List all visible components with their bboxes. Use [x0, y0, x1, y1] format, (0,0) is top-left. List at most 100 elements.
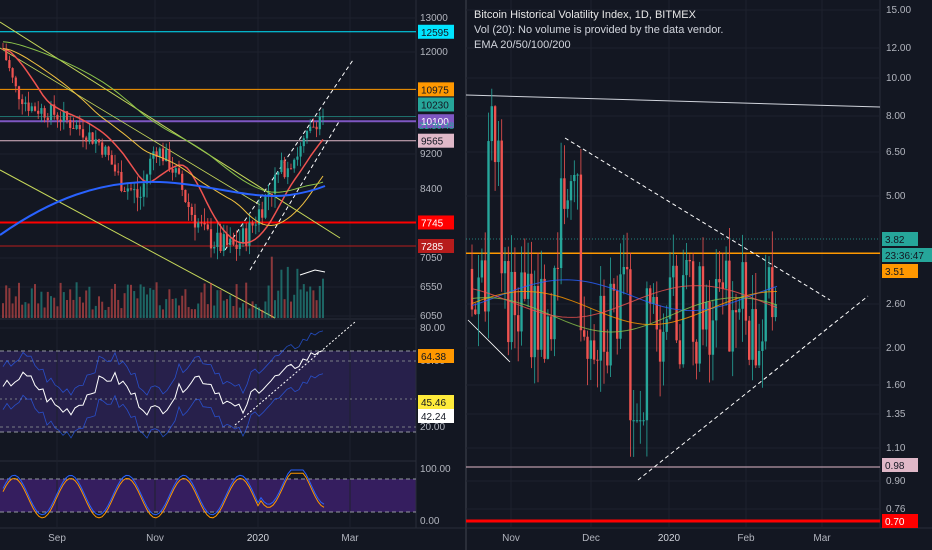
left-candle-body: [158, 148, 161, 157]
right-candle-body: [701, 266, 705, 330]
left-candle-body: [248, 222, 251, 246]
left-volume-bar: [261, 309, 264, 318]
left-volume-bar: [312, 290, 315, 318]
left-volume-bar: [18, 282, 20, 318]
left-volume-bar: [162, 309, 164, 318]
right-y-tick-1.35: 1.35: [886, 409, 906, 420]
rsi-label-42.24-bg: [418, 409, 454, 423]
right-candle-body: [662, 331, 665, 362]
left-price-label-7285-bg: [418, 238, 454, 253]
right-descending-line: [465, 94, 881, 108]
left-candle-body: [209, 229, 213, 249]
rsi-bb-upper: [2, 330, 324, 396]
right-candle-body: [503, 261, 507, 274]
left-volume-bar: [62, 292, 65, 318]
left-candle-body: [251, 222, 254, 226]
right-y-tick-0.76: 0.76: [886, 504, 906, 515]
left-volume-bar: [146, 294, 148, 318]
right-candle-body: [741, 262, 744, 309]
right-candle-body: [616, 290, 619, 339]
rsi-tick-80.00: 80.00: [420, 323, 445, 334]
left-candle-body: [113, 164, 117, 172]
left-candle-body: [216, 232, 219, 247]
left-candle-body: [62, 111, 65, 122]
left-volume-bar: [264, 301, 267, 318]
left-volume-bar: [322, 278, 324, 318]
left-price-label-10100: 10100: [421, 117, 449, 128]
right-y-tick-5.00: 5.00: [886, 191, 906, 202]
left-candle-body: [293, 159, 296, 169]
right-x-tick-2020: 2020: [658, 533, 681, 544]
left-candle-body: [14, 77, 17, 87]
left-price-label-7745: 7745: [421, 218, 444, 229]
left-candle-body: [91, 132, 94, 144]
left-volume-bar: [226, 299, 228, 318]
left-candle-body: [30, 106, 33, 111]
right-small-line: [467, 319, 511, 363]
right-ema-1: [471, 291, 778, 326]
left-price-label-7285: 7285: [421, 242, 444, 253]
left-volume-bar: [286, 266, 289, 318]
right-price-label-3.51: 3.51: [885, 267, 905, 278]
left-candle-body: [126, 188, 129, 192]
right-candle-body: [474, 309, 477, 315]
right-chart-layer: [465, 88, 881, 523]
left-candle-body: [145, 174, 149, 184]
rsi-label-64.38-bg: [418, 349, 454, 363]
left-candle-body: [104, 146, 107, 155]
right-candle-body: [635, 420, 639, 422]
right-candle-body: [751, 309, 754, 360]
right-candle-body: [484, 260, 487, 312]
left-candle-body: [33, 106, 37, 111]
left-volume-bar: [59, 282, 62, 318]
left-volume-bar: [171, 298, 174, 318]
left-x-tick-Nov: Nov: [146, 533, 164, 544]
right-candle-body: [764, 290, 767, 342]
right-x-tick-Dec: Dec: [582, 533, 600, 544]
left-candle-body: [107, 146, 110, 156]
left-candle-body: [21, 99, 24, 105]
left-volume-bar: [136, 298, 139, 318]
left-candle-body: [280, 160, 283, 173]
left-price-label-9565: 9565: [421, 137, 444, 148]
left-volume-bar: [66, 299, 68, 318]
left-candle-body: [142, 183, 145, 197]
left-volume-bar: [290, 301, 292, 318]
left-volume-bar: [203, 283, 206, 318]
triangle-lower: [637, 295, 869, 481]
left-volume-bar: [46, 291, 49, 318]
right-candle-body: [563, 178, 566, 209]
right-candle-body: [718, 279, 721, 283]
right-candle-body: [761, 341, 764, 351]
stoch-tick-100.00: 100.00: [420, 464, 451, 475]
left-volume-bar: [184, 289, 187, 318]
left-volume-bar: [200, 292, 203, 318]
left-volume-bar: [222, 300, 225, 318]
left-candle-body: [85, 137, 88, 142]
right-candle-body: [632, 420, 635, 422]
left-volume-bar: [91, 309, 94, 318]
left-candle-body: [17, 86, 21, 100]
left-volume-bar: [306, 291, 308, 318]
right-candle-body: [622, 266, 625, 275]
stoch-tick-0.00: 0.00: [420, 516, 440, 527]
left-volume-bar: [50, 296, 52, 318]
left-candle-body: [184, 189, 187, 203]
left-candle-body: [270, 193, 273, 195]
left-volume-bar: [56, 306, 59, 318]
right-candle-body: [771, 267, 774, 318]
left-price-label-12595: 12595: [421, 28, 449, 39]
left-candle-body: [152, 151, 155, 159]
left-volume-bar: [270, 256, 273, 318]
left-candle-body: [321, 116, 325, 118]
left-candle-body: [273, 174, 277, 194]
right-candle-body: [477, 277, 480, 315]
left-volume-bar: [24, 302, 27, 318]
right-candle-body: [487, 141, 490, 312]
left-volume-bar: [280, 269, 283, 318]
left-candle-body: [296, 156, 299, 160]
right-ema-3: [471, 285, 778, 318]
left-candle-body: [139, 196, 142, 198]
left-volume-bar: [21, 304, 24, 318]
right-price-label-0.70: 0.70: [885, 517, 905, 528]
